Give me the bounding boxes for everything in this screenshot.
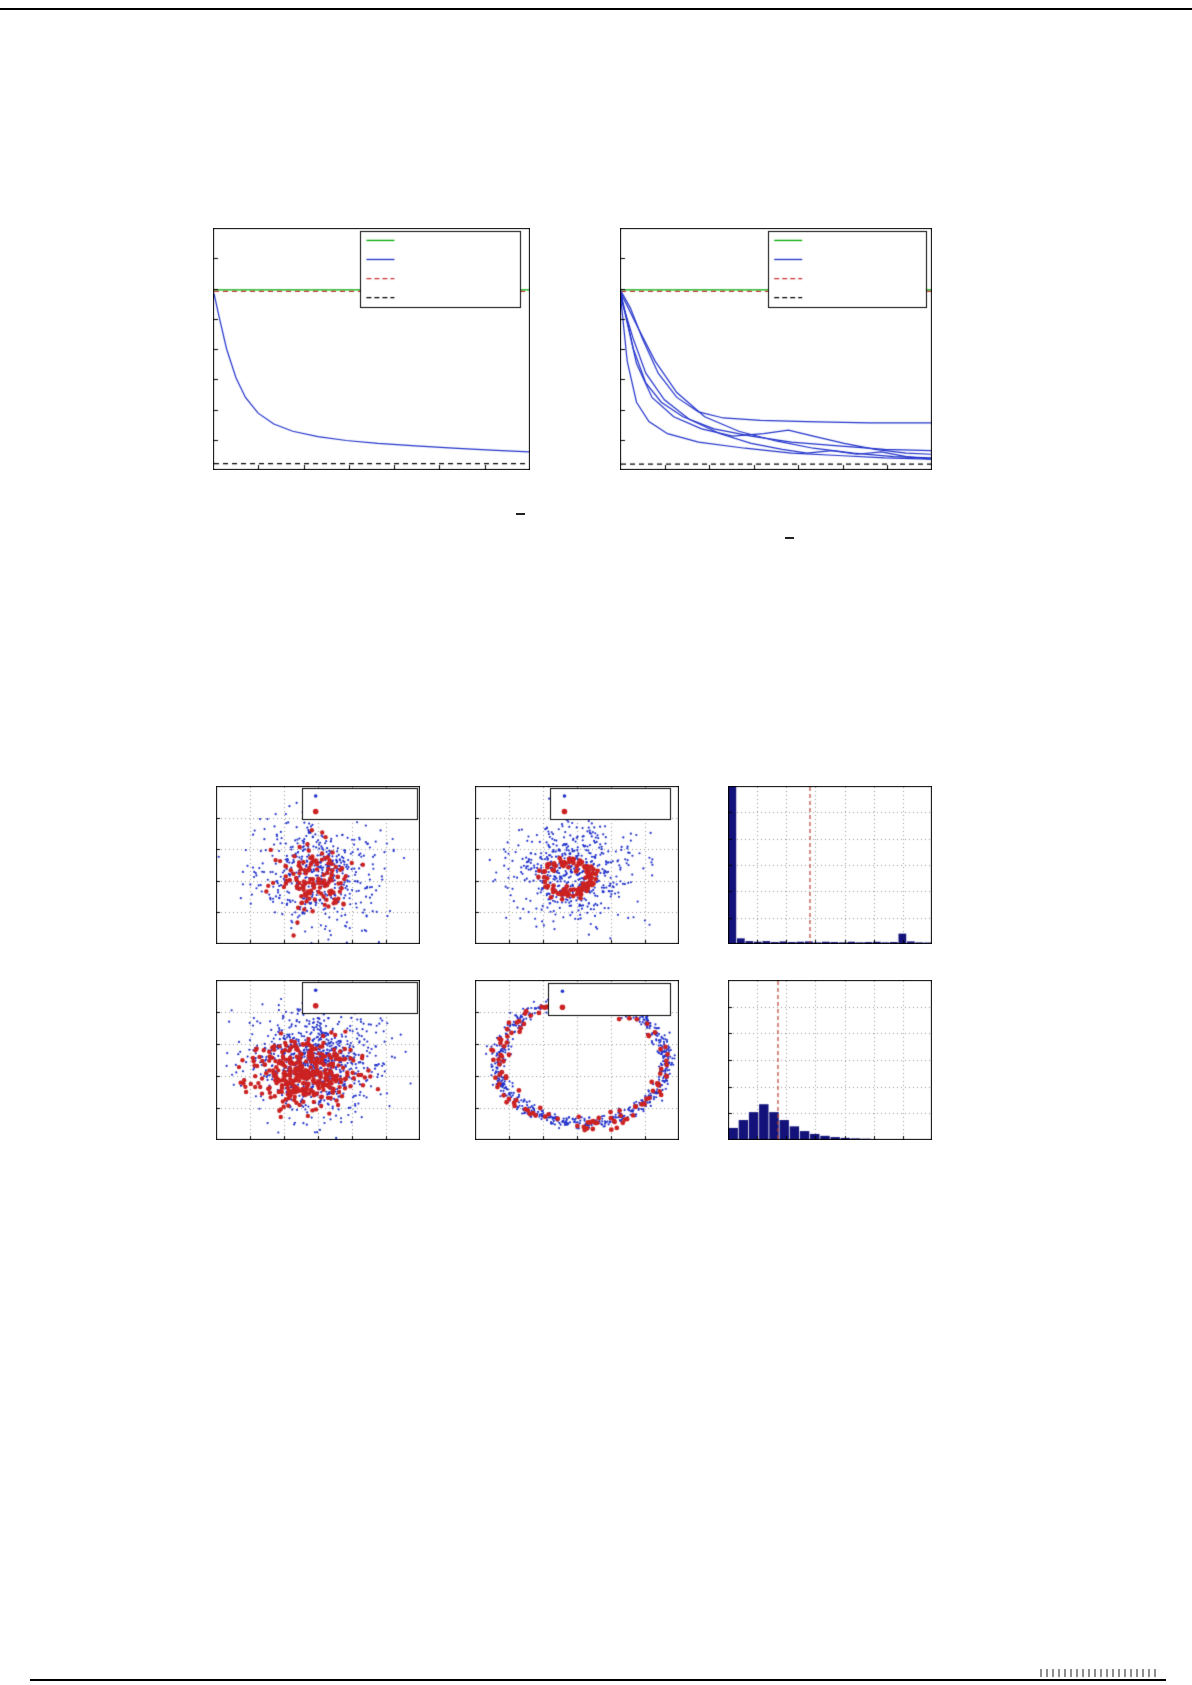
histogram-top-right-panel [728, 786, 932, 944]
line-chart-left-panel [213, 228, 530, 470]
scatter-plot-top-middle-canvas [475, 786, 679, 944]
histogram-top-right-canvas [728, 786, 932, 944]
scatter-plot-bottom-middle-canvas [475, 980, 679, 1140]
histogram-bottom-right-panel [728, 980, 932, 1140]
bottom-rule [30, 1679, 1166, 1681]
scatter-plot-bottom-left-panel [216, 980, 420, 1140]
caption-dash-mark [785, 537, 794, 539]
footer-text-illegible [1040, 1669, 1160, 1677]
scatter-plot-top-left-canvas [216, 786, 420, 944]
caption-dash-mark [516, 513, 525, 515]
top-rule [0, 8, 1192, 10]
scatter-plot-bottom-left-canvas [216, 980, 420, 1140]
scatter-plot-top-middle-panel [475, 786, 679, 944]
line-chart-right-canvas [620, 228, 932, 470]
line-chart-right-panel [620, 228, 932, 470]
scatter-plot-top-left-panel [216, 786, 420, 944]
line-chart-left-canvas [213, 228, 530, 470]
scatter-plot-bottom-middle-panel [475, 980, 679, 1140]
histogram-bottom-right-canvas [728, 980, 932, 1140]
